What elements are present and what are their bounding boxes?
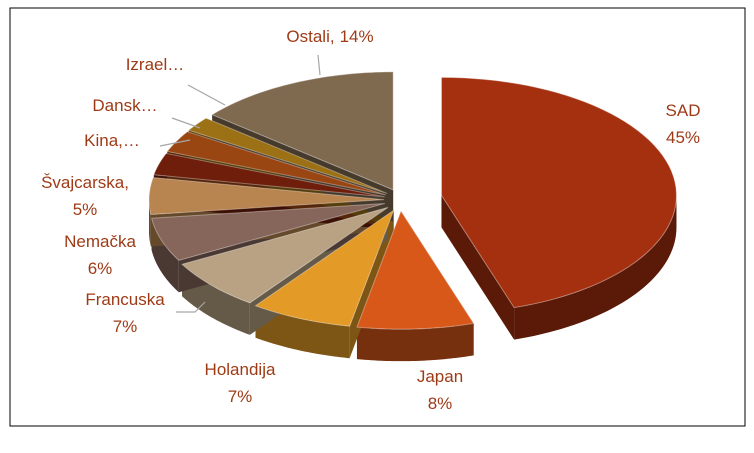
slice xyxy=(166,131,386,196)
data-label: Holandija 7% xyxy=(205,360,276,406)
leader-line xyxy=(187,84,226,106)
slice-wall xyxy=(441,195,515,340)
category-label: Holandija xyxy=(205,360,276,379)
category-label: SAD xyxy=(666,101,701,120)
data-label: Švajcarska, 5% xyxy=(41,173,129,219)
category-label: Ostali, xyxy=(286,27,334,46)
slice-side xyxy=(149,199,151,247)
data-label: Japan 8% xyxy=(417,367,463,413)
category-label: Švajcarska, xyxy=(41,173,129,192)
slice-side xyxy=(356,323,474,362)
value-label: 7% xyxy=(228,387,253,406)
value-label: 8% xyxy=(428,394,453,413)
slice xyxy=(153,152,385,198)
value-label: 45% xyxy=(666,128,700,147)
slice-side xyxy=(514,195,677,340)
category-label: Kina,… xyxy=(84,131,140,150)
value-label: 6% xyxy=(88,259,113,278)
slice xyxy=(151,202,385,261)
leader-line xyxy=(171,117,201,129)
data-label: Kina,… xyxy=(84,131,140,150)
category-label: Dansk… xyxy=(92,96,157,115)
data-label: Ostali, 14% xyxy=(286,27,373,46)
data-labels: SAD 45% Japan 8% Holandija 7% Francuska 7% Nemač… xyxy=(41,27,700,413)
slice xyxy=(211,71,394,191)
slice xyxy=(148,177,385,215)
category-label: Japan xyxy=(417,367,463,386)
leader-line xyxy=(317,54,321,76)
leader-line xyxy=(159,139,191,147)
category-label: Francuska xyxy=(85,290,165,309)
data-label: Nemačka 6% xyxy=(64,232,136,278)
data-label: Dansk… xyxy=(92,96,157,115)
slice xyxy=(187,117,388,194)
value-label: 14% xyxy=(340,27,374,46)
data-label: Izrael… xyxy=(126,55,185,74)
slice xyxy=(440,76,677,309)
value-label: 7% xyxy=(113,317,138,336)
category-label: Izrael… xyxy=(126,55,185,74)
slice xyxy=(254,208,395,327)
category-label: Nemačka xyxy=(64,232,136,251)
slice xyxy=(181,206,389,304)
data-label: Francuska 7% xyxy=(85,290,165,336)
slice-tops xyxy=(148,71,677,330)
leader-line xyxy=(176,301,206,313)
chart-frame xyxy=(9,7,746,427)
slice xyxy=(356,210,475,330)
value-label: 5% xyxy=(73,200,98,219)
data-label: SAD 45% xyxy=(666,101,701,147)
